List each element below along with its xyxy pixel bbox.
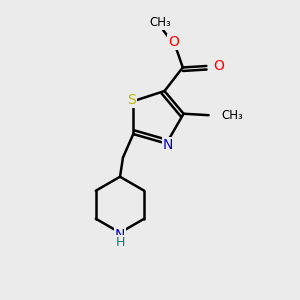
Text: CH₃: CH₃ (221, 109, 243, 122)
Text: O: O (169, 35, 179, 49)
Text: CH₃: CH₃ (149, 16, 171, 29)
Text: H: H (115, 236, 125, 250)
Text: N: N (163, 138, 173, 152)
Text: O: O (213, 59, 224, 73)
Text: N: N (115, 228, 125, 242)
Text: S: S (128, 93, 136, 107)
